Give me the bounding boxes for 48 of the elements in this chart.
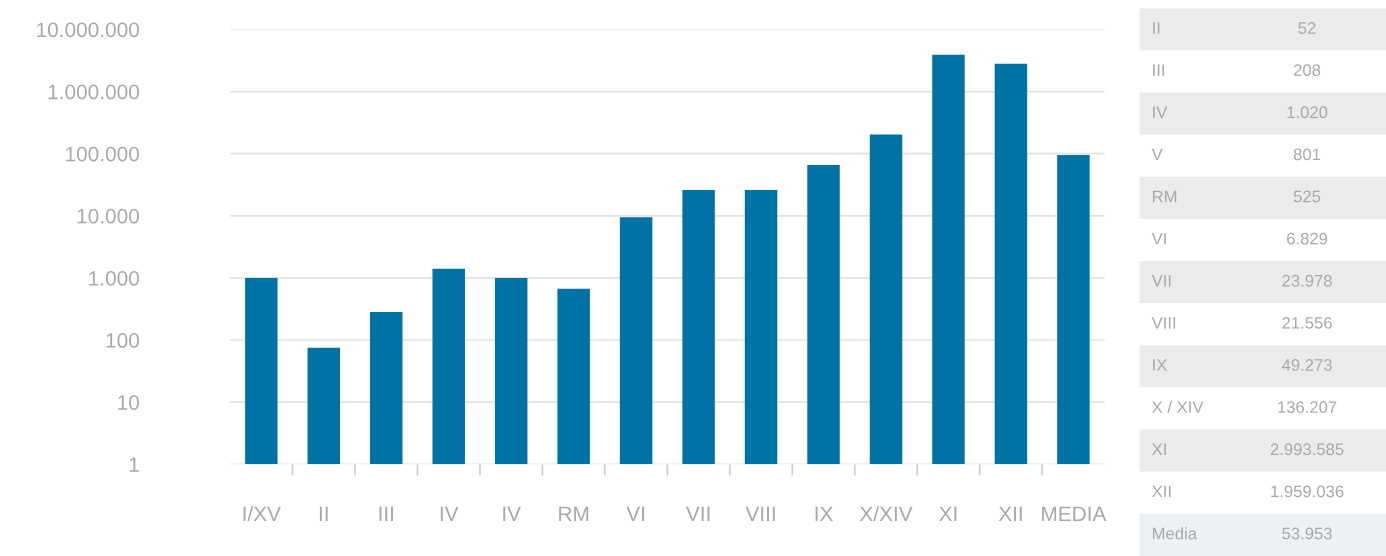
x-tick-label: II <box>319 506 328 522</box>
text: RM <box>1152 190 1177 203</box>
text: X / XIV <box>1152 400 1204 414</box>
x-tick-label: MEDIA <box>1042 506 1107 522</box>
text: 1.959.036 <box>1271 485 1344 498</box>
x-tick-label: IV <box>440 506 459 522</box>
x-tick-label: XI <box>939 506 957 522</box>
x-tick-label: VII <box>685 506 710 522</box>
text: 49.273 <box>1281 359 1332 371</box>
x-tick-label: III <box>379 506 394 522</box>
x-tick-label: X/XIV <box>859 505 913 522</box>
text: IV <box>1153 106 1168 118</box>
y-tick-label: 10.000.000 <box>37 22 139 38</box>
text: 53.953 <box>1282 527 1332 540</box>
text: 6.829 <box>1287 232 1328 245</box>
x-tick-label: VI <box>626 506 645 522</box>
text: 208 <box>1293 64 1321 77</box>
text: VII <box>1151 275 1171 287</box>
text: 21.556 <box>1282 316 1332 329</box>
text: III <box>1153 64 1164 76</box>
x-tick-label: VIII <box>745 506 775 522</box>
x-tick-label: IX <box>815 506 833 522</box>
text: VI <box>1151 232 1166 245</box>
y-tick-label: 1.000.000 <box>48 84 139 100</box>
text: 136.207 <box>1278 401 1337 414</box>
y-tick-label: 1.000 <box>89 270 139 286</box>
y-tick-label: 10.000 <box>77 208 139 224</box>
y-tick-label: 10 <box>118 395 139 410</box>
text: V <box>1151 148 1163 161</box>
text: 2.993.585 <box>1270 443 1344 456</box>
text: XII <box>1152 485 1171 498</box>
x-tick-label: I/XV <box>243 505 281 522</box>
text: Media <box>1152 527 1198 540</box>
y-tick-label: 100.000 <box>66 146 139 162</box>
text: 52 <box>1298 22 1316 34</box>
text: 23.978 <box>1282 274 1332 287</box>
y-tick-label: 1 <box>129 457 139 472</box>
text: IX <box>1153 359 1168 371</box>
x-tick-label: RM <box>559 506 589 522</box>
text: 525 <box>1293 190 1321 203</box>
text: VIII <box>1151 317 1176 329</box>
x-tick-label: IV <box>503 506 521 522</box>
y-tick-label: 100 <box>106 333 139 348</box>
text: 801 <box>1293 148 1321 161</box>
text: 1.020 <box>1287 106 1328 119</box>
text: II <box>1153 22 1160 34</box>
text: XI <box>1152 443 1166 455</box>
x-tick-label: XII <box>998 506 1022 522</box>
